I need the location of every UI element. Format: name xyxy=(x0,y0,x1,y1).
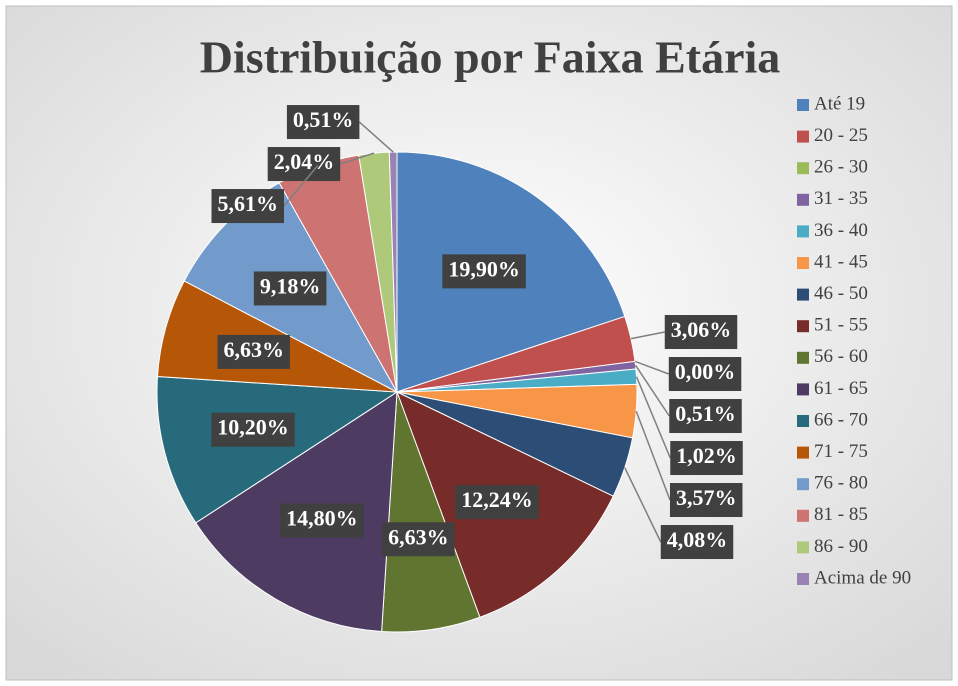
value-label: 5,61% xyxy=(217,191,278,216)
legend-swatch xyxy=(797,320,809,333)
legend-label: 71 - 75 xyxy=(814,441,868,462)
value-label: 0,00% xyxy=(675,359,736,384)
leader-line xyxy=(634,364,670,417)
legend-label: Acima de 90 xyxy=(814,567,911,588)
legend-swatch xyxy=(797,225,809,238)
value-label-box xyxy=(211,412,295,447)
value-label-box xyxy=(253,271,327,306)
value-label: 12,24% xyxy=(461,487,533,512)
legend-label: 31 - 35 xyxy=(814,188,868,209)
legend-label: 56 - 60 xyxy=(814,346,868,367)
legend-label: 41 - 45 xyxy=(814,251,868,272)
value-label-box xyxy=(442,254,526,289)
value-label: 1,02% xyxy=(676,443,737,468)
legend-swatch xyxy=(797,573,809,585)
value-label-box xyxy=(669,399,742,434)
legend-swatch xyxy=(797,257,809,269)
leader-line xyxy=(339,152,375,165)
value-label: 0,51% xyxy=(675,401,736,426)
legend-label: 36 - 40 xyxy=(814,220,868,241)
value-label-box xyxy=(382,522,455,557)
legend-swatch xyxy=(797,130,809,143)
value-label: 3,06% xyxy=(671,317,732,342)
leader-line xyxy=(634,360,670,375)
legend-swatch xyxy=(797,415,809,427)
legend-label: 61 - 65 xyxy=(814,378,868,399)
legend-label: 76 - 80 xyxy=(814,473,868,494)
legend-swatch xyxy=(797,162,809,175)
value-label-box xyxy=(217,334,290,369)
leader-line xyxy=(358,121,394,153)
legend-swatch xyxy=(797,351,809,364)
legend-swatch xyxy=(797,478,809,491)
leader-line xyxy=(624,467,662,543)
value-label-box xyxy=(286,105,360,140)
value-label-box xyxy=(455,485,539,520)
value-label: 9,18% xyxy=(260,274,321,299)
value-label-box xyxy=(669,483,743,518)
value-label-box xyxy=(267,147,341,182)
value-label-box xyxy=(670,441,743,476)
legend-swatch xyxy=(797,446,809,459)
value-label: 2,04% xyxy=(274,149,335,174)
leader-line xyxy=(630,331,665,340)
value-label: 3,57% xyxy=(676,485,737,510)
value-label: 10,20% xyxy=(217,415,289,440)
leader-line xyxy=(283,164,319,207)
legend-swatch xyxy=(797,541,809,554)
legend-swatch xyxy=(797,288,809,301)
value-label-box xyxy=(211,189,284,224)
legend-label: 51 - 55 xyxy=(814,315,868,336)
leader-line xyxy=(635,376,671,459)
value-label-box xyxy=(660,525,734,560)
legend-swatch xyxy=(797,193,809,206)
value-label: 4,08% xyxy=(667,527,728,552)
value-label: 14,80% xyxy=(286,505,358,530)
value-label: 0,51% xyxy=(293,107,354,132)
legend-label: 26 - 30 xyxy=(814,157,868,178)
chart-title: Distribuição por Faixa Etária xyxy=(200,32,781,83)
value-label: 19,90% xyxy=(448,256,520,281)
value-label: 6,63% xyxy=(223,337,284,362)
legend-label: 66 - 70 xyxy=(814,409,868,430)
legend-label: 81 - 85 xyxy=(814,504,868,525)
leader-line xyxy=(635,411,671,501)
legend-swatch xyxy=(797,99,809,111)
legend-label: 86 - 90 xyxy=(814,536,868,557)
value-label: 6,63% xyxy=(388,524,449,549)
legend-label: Até 19 xyxy=(814,93,865,114)
value-label-box xyxy=(668,357,742,392)
legend-label: 20 - 25 xyxy=(814,125,868,146)
legend-swatch xyxy=(797,383,809,396)
value-label-box xyxy=(664,315,738,350)
value-label-box xyxy=(280,503,364,538)
legend-swatch xyxy=(797,509,809,522)
legend-label: 46 - 50 xyxy=(814,283,868,304)
